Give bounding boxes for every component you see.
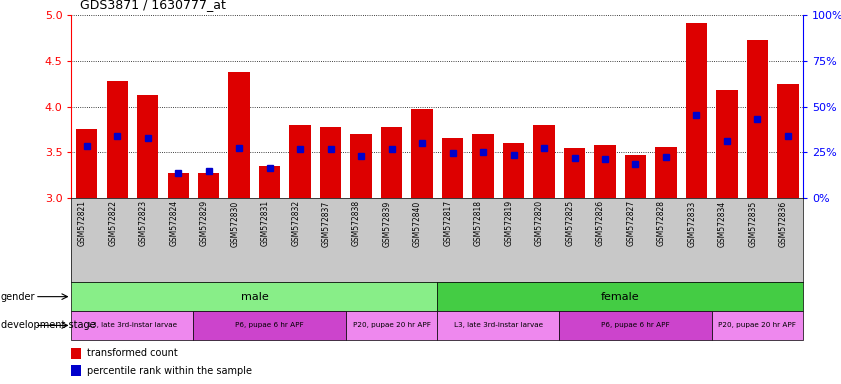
Text: GSM572830: GSM572830 xyxy=(230,200,239,247)
Text: GSM572822: GSM572822 xyxy=(108,200,117,246)
Text: P6, pupae 6 hr APF: P6, pupae 6 hr APF xyxy=(235,323,304,328)
Bar xyxy=(655,147,677,198)
Bar xyxy=(71,348,81,359)
Bar xyxy=(351,134,372,198)
Bar xyxy=(533,125,555,198)
Text: GSM572817: GSM572817 xyxy=(443,200,452,247)
Text: GSM572823: GSM572823 xyxy=(139,200,148,247)
Text: GSM572826: GSM572826 xyxy=(596,200,605,247)
Text: percentile rank within the sample: percentile rank within the sample xyxy=(87,366,251,376)
Bar xyxy=(289,125,311,198)
Text: female: female xyxy=(601,291,639,302)
Text: GDS3871 / 1630777_at: GDS3871 / 1630777_at xyxy=(80,0,225,12)
Text: GSM572819: GSM572819 xyxy=(505,200,514,247)
Bar xyxy=(711,311,803,340)
Bar xyxy=(167,173,189,198)
Bar xyxy=(381,127,402,198)
Text: GSM572838: GSM572838 xyxy=(352,200,361,247)
Bar xyxy=(198,173,220,198)
Text: GSM572827: GSM572827 xyxy=(627,200,636,247)
Text: GSM572821: GSM572821 xyxy=(77,200,87,246)
Text: GSM572828: GSM572828 xyxy=(657,200,666,246)
Text: GSM572837: GSM572837 xyxy=(321,200,331,247)
Bar xyxy=(777,84,799,198)
Bar xyxy=(442,139,463,198)
Bar xyxy=(229,72,250,198)
Text: L3, late 3rd-instar larvae: L3, late 3rd-instar larvae xyxy=(88,323,177,328)
Text: P20, pupae 20 hr APF: P20, pupae 20 hr APF xyxy=(352,323,431,328)
Text: GSM572835: GSM572835 xyxy=(748,200,758,247)
Text: GSM572832: GSM572832 xyxy=(291,200,300,247)
Text: P20, pupae 20 hr APF: P20, pupae 20 hr APF xyxy=(718,323,796,328)
Bar xyxy=(71,282,437,311)
Bar xyxy=(437,282,803,311)
Bar xyxy=(71,311,193,340)
Bar xyxy=(563,147,585,198)
Text: gender: gender xyxy=(1,291,35,302)
Bar xyxy=(107,81,128,198)
Text: GSM572825: GSM572825 xyxy=(565,200,574,247)
Text: GSM572831: GSM572831 xyxy=(261,200,270,247)
Bar xyxy=(76,129,98,198)
Bar xyxy=(437,311,559,340)
Text: GSM572824: GSM572824 xyxy=(169,200,178,247)
Bar xyxy=(320,127,341,198)
Bar xyxy=(595,145,616,198)
Bar xyxy=(717,90,738,198)
Text: GSM572833: GSM572833 xyxy=(687,200,696,247)
Text: GSM572839: GSM572839 xyxy=(383,200,392,247)
Bar xyxy=(559,311,711,340)
Text: GSM572840: GSM572840 xyxy=(413,200,422,247)
Text: GSM572836: GSM572836 xyxy=(779,200,788,247)
Text: GSM572820: GSM572820 xyxy=(535,200,544,247)
Bar xyxy=(411,109,433,198)
Text: male: male xyxy=(241,291,268,302)
Text: P6, pupae 6 hr APF: P6, pupae 6 hr APF xyxy=(601,323,669,328)
Text: development stage: development stage xyxy=(1,320,96,331)
Bar xyxy=(685,23,707,198)
Bar xyxy=(625,155,646,198)
Bar xyxy=(193,311,346,340)
Bar xyxy=(71,365,81,376)
Bar xyxy=(346,311,437,340)
Bar xyxy=(259,166,280,198)
Bar xyxy=(137,95,158,198)
Text: GSM572829: GSM572829 xyxy=(199,200,209,247)
Text: GSM572818: GSM572818 xyxy=(474,200,483,246)
Text: GSM572834: GSM572834 xyxy=(718,200,727,247)
Text: transformed count: transformed count xyxy=(87,348,177,358)
Bar xyxy=(503,143,524,198)
Text: L3, late 3rd-instar larvae: L3, late 3rd-instar larvae xyxy=(454,323,542,328)
Bar xyxy=(747,40,768,198)
Bar xyxy=(473,134,494,198)
